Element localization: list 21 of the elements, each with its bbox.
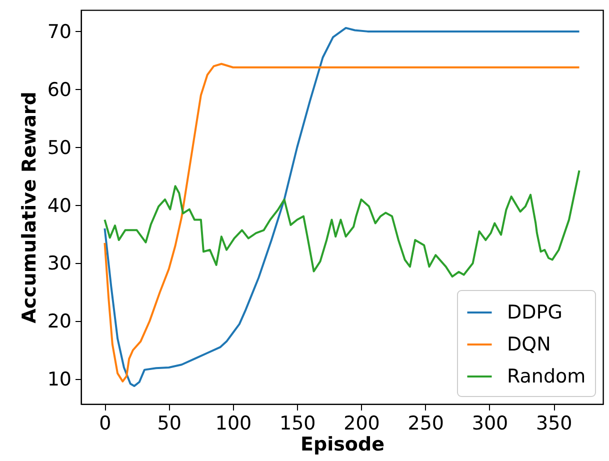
- x-tick-label: 0: [99, 412, 112, 434]
- y-tick-label: 10: [47, 368, 72, 391]
- x-tick-label: 50: [157, 412, 182, 434]
- x-axis-title: Episode: [300, 434, 384, 456]
- legend-label: DDPG: [507, 302, 562, 324]
- y-tick-label: 70: [47, 20, 72, 43]
- legend-label: DQN: [507, 334, 551, 356]
- y-tick-label: 20: [47, 310, 72, 333]
- y-tick-label: 40: [47, 194, 72, 217]
- line-series: [104, 169, 580, 278]
- legend-label: Random: [507, 366, 586, 388]
- x-tick-label: 100: [215, 412, 252, 434]
- y-tick-label: 60: [47, 78, 72, 101]
- x-tick-label: 350: [536, 412, 572, 434]
- y-tick-label: 30: [47, 252, 72, 275]
- x-tick-label: 250: [408, 412, 444, 434]
- x-tick-label: 200: [344, 412, 380, 434]
- y-tick-label: 50: [47, 136, 72, 159]
- x-tick-label: 150: [279, 412, 316, 434]
- y-axis-title: Accumulative Reward: [18, 92, 40, 324]
- x-tick-label: 300: [472, 412, 508, 434]
